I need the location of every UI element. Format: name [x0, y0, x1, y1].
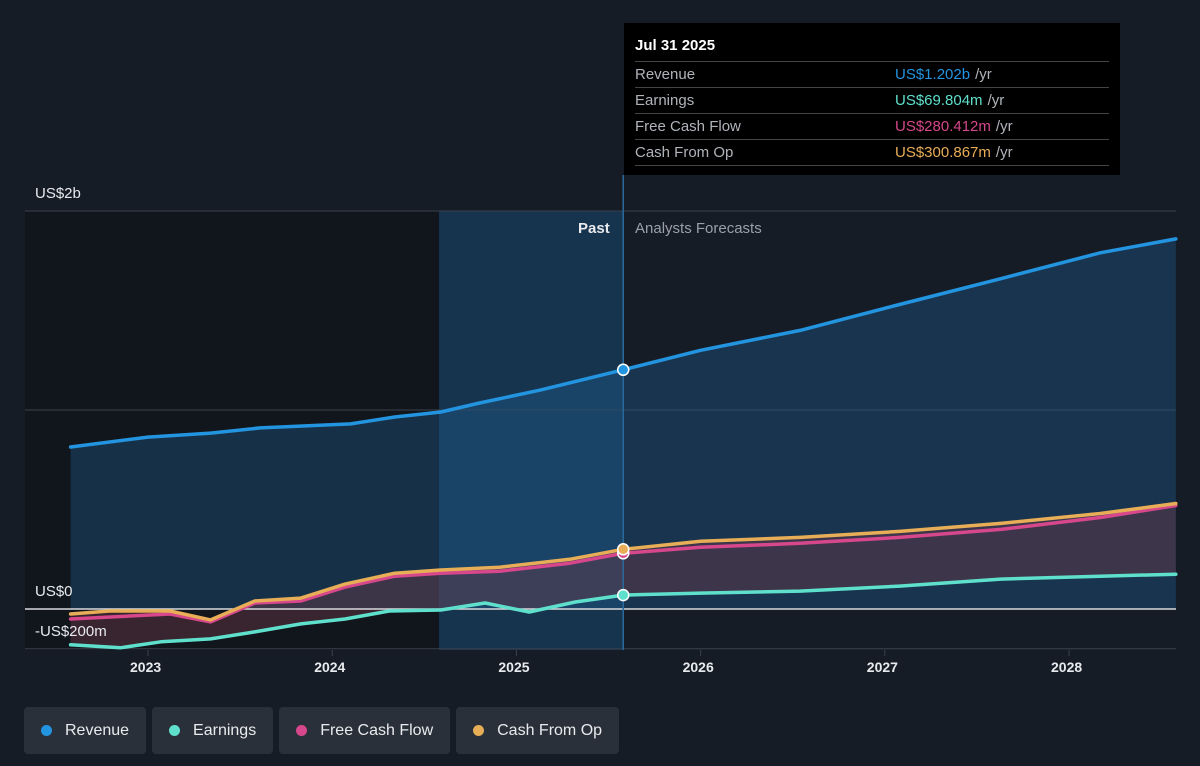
marker-revenue — [616, 363, 630, 377]
tooltip-value: US$1.202b — [895, 66, 971, 83]
x-tick-label: 2026 — [682, 659, 714, 675]
x-tick-label: 2028 — [1051, 659, 1083, 675]
series-line-revenue — [68, 237, 1178, 449]
legend-label: Free Cash Flow — [320, 721, 434, 739]
tooltip-unit: /yr — [987, 92, 1005, 109]
marker-earnings — [616, 588, 630, 602]
tooltip-row-revenue: Revenue US$1.202b/yr — [635, 62, 1109, 88]
y-tick-label: US$0 — [35, 583, 73, 600]
y-tick-label: US$2b — [35, 185, 81, 202]
series-line-earnings — [68, 572, 1178, 650]
legend-label: Earnings — [193, 721, 257, 739]
tooltip-row-earnings: Earnings US$69.804m/yr — [635, 88, 1109, 114]
x-tick-label: 2025 — [498, 659, 530, 675]
tooltip: Jul 31 2025 Revenue US$1.202b/yr Earnings… — [624, 23, 1120, 175]
legend: Revenue Earnings Free Cash Flow Cash Fro… — [24, 707, 620, 754]
y-tick-label: -US$200m — [35, 623, 107, 640]
x-tick-label: 2027 — [866, 659, 898, 675]
tooltip-value: US$300.867m — [895, 144, 991, 161]
legend-dot-icon — [169, 725, 181, 736]
tooltip-row-cfo: Cash From Op US$300.867m/yr — [635, 140, 1109, 166]
past-region — [439, 211, 624, 650]
legend-item-earnings[interactable]: Earnings — [152, 707, 274, 754]
tooltip-value: US$280.412m — [895, 118, 991, 135]
legend-dot-icon — [473, 725, 485, 736]
tooltip-date: Jul 31 2025 — [635, 37, 1109, 62]
legend-item-free-cash-flow[interactable]: Free Cash Flow — [279, 707, 451, 754]
tooltip-unit: /yr — [975, 66, 992, 83]
legend-item-revenue[interactable]: Revenue — [24, 707, 147, 754]
x-tick-label: 2024 — [314, 659, 346, 675]
x-tick-label: 2023 — [130, 659, 162, 675]
tooltip-label: Earnings — [635, 92, 695, 109]
legend-item-cash-from-op[interactable]: Cash From Op — [456, 707, 620, 754]
legend-label: Revenue — [65, 721, 130, 739]
tooltip-label: Cash From Op — [635, 144, 734, 161]
forecast-label: Analysts Forecasts — [635, 220, 762, 237]
legend-dot-icon — [41, 725, 52, 736]
tooltip-unit: /yr — [995, 144, 1013, 161]
legend-label: Cash From Op — [497, 721, 603, 739]
tooltip-row-fcf: Free Cash Flow US$280.412m/yr — [635, 114, 1109, 140]
tooltip-label: Revenue — [635, 66, 696, 83]
past-label: Past — [578, 220, 610, 237]
marker-cash-from-op — [616, 543, 630, 556]
series-line-cash-from-op — [68, 501, 1178, 622]
tooltip-value: US$69.804m — [895, 92, 983, 109]
tooltip-label: Free Cash Flow — [635, 118, 741, 135]
tooltip-unit: /yr — [995, 118, 1013, 135]
legend-dot-icon — [296, 725, 308, 736]
series-line-free-cash-flow — [68, 503, 1178, 624]
